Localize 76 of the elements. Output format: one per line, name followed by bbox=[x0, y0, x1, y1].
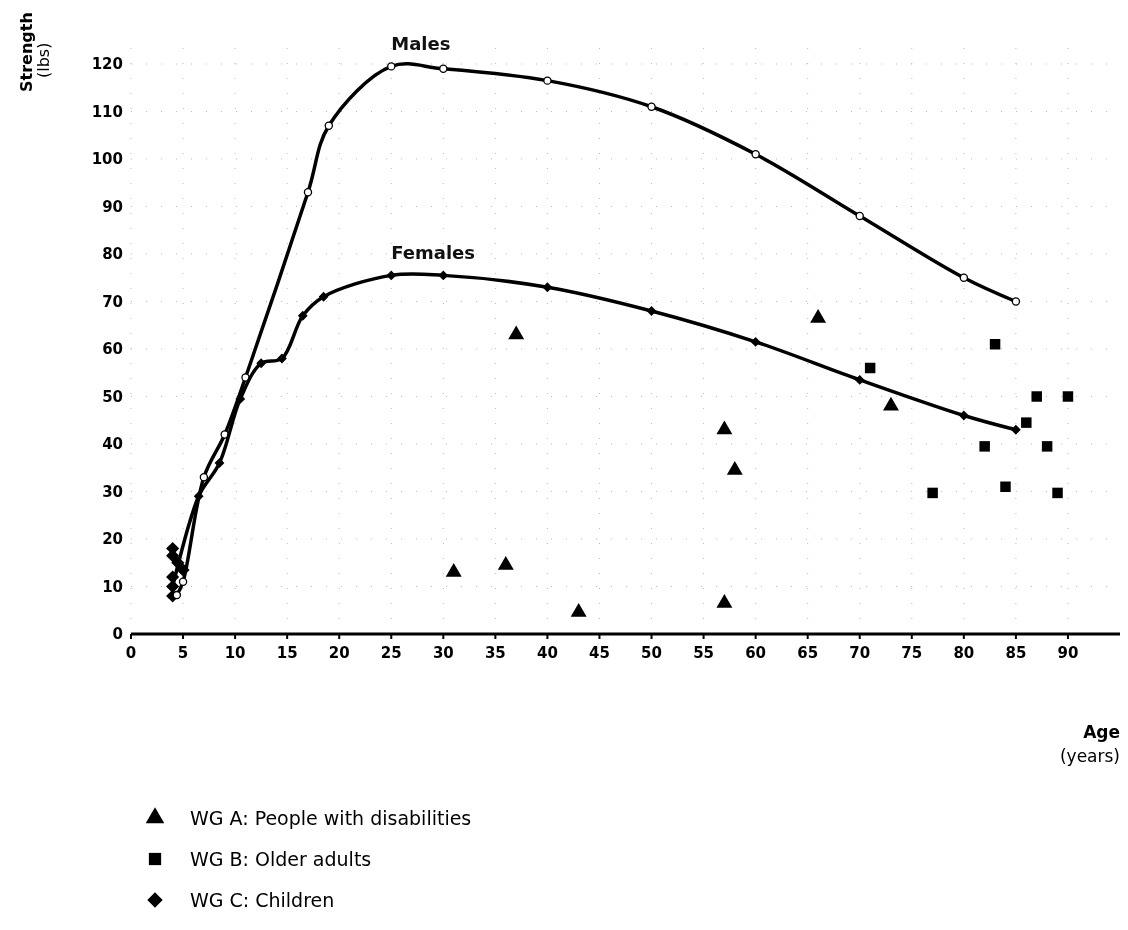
y-tick-label: 110 bbox=[91, 102, 123, 121]
point bbox=[214, 458, 225, 468]
x-tick-label: 80 bbox=[953, 644, 975, 662]
y-tick-label: 40 bbox=[102, 435, 123, 453]
x-tick-label: 40 bbox=[536, 644, 558, 662]
y-tick-label: 20 bbox=[102, 530, 123, 548]
point bbox=[542, 282, 553, 292]
series-label: Females bbox=[391, 242, 476, 264]
x-tick-label: 0 bbox=[125, 644, 137, 662]
x-tick-label: 15 bbox=[276, 644, 298, 662]
point bbox=[178, 577, 188, 586]
point bbox=[959, 273, 969, 282]
point bbox=[864, 362, 876, 374]
point bbox=[979, 441, 990, 452]
point bbox=[277, 353, 287, 364]
point bbox=[927, 487, 938, 499]
x-tick-label: 85 bbox=[1005, 644, 1027, 662]
series-label: Males bbox=[391, 33, 451, 55]
y-tick-label: 30 bbox=[102, 482, 123, 501]
y-tick-label: 100 bbox=[91, 150, 123, 168]
y-axis-title: Strength (lbs) bbox=[17, 12, 53, 92]
x-tick-label: 20 bbox=[328, 644, 350, 662]
x-tick-label: 55 bbox=[693, 644, 715, 662]
point bbox=[1052, 487, 1063, 499]
legend-label: WG B: Older adults bbox=[190, 848, 372, 870]
x-tick-label: 60 bbox=[745, 644, 767, 662]
point bbox=[1062, 391, 1074, 402]
point bbox=[543, 76, 552, 85]
y-tick-label: 10 bbox=[102, 577, 123, 596]
point bbox=[959, 410, 969, 421]
x-tick-label: 70 bbox=[849, 644, 871, 662]
point bbox=[646, 306, 657, 316]
point bbox=[199, 473, 209, 482]
x-tick-label: 50 bbox=[641, 644, 662, 662]
x-tick-label: 5 bbox=[177, 644, 189, 662]
x-tick-label: 75 bbox=[901, 644, 923, 662]
y-tick-label: 0 bbox=[112, 625, 123, 643]
x-tick-label: 35 bbox=[484, 644, 506, 662]
point bbox=[989, 339, 1001, 350]
y-tick-label: 60 bbox=[102, 340, 123, 358]
point bbox=[1031, 391, 1042, 402]
point bbox=[324, 121, 334, 130]
point bbox=[1021, 417, 1032, 428]
point bbox=[439, 64, 448, 73]
point bbox=[303, 188, 313, 197]
point bbox=[318, 292, 329, 302]
x-tick-label: 45 bbox=[589, 644, 610, 662]
point bbox=[298, 311, 308, 321]
y-tick-label: 120 bbox=[91, 55, 123, 73]
point bbox=[855, 211, 864, 221]
point bbox=[751, 337, 761, 347]
point bbox=[438, 270, 448, 280]
x-tick-label: 30 bbox=[432, 644, 454, 662]
point bbox=[1041, 441, 1053, 452]
legend-label: WG A: People with disabilities bbox=[190, 807, 472, 829]
y-tick-label: 80 bbox=[102, 245, 123, 263]
point bbox=[751, 150, 760, 159]
point bbox=[1011, 425, 1021, 435]
y-tick-label: 70 bbox=[102, 292, 123, 311]
y-tick-label: 90 bbox=[102, 197, 123, 216]
point bbox=[194, 491, 204, 501]
y-tick-label: 50 bbox=[102, 387, 123, 406]
point bbox=[387, 62, 396, 71]
point bbox=[386, 270, 396, 280]
point bbox=[855, 375, 865, 385]
point bbox=[172, 590, 182, 600]
point bbox=[256, 358, 266, 368]
x-tick-label: 65 bbox=[797, 644, 819, 662]
x-tick-label: 25 bbox=[380, 644, 402, 662]
point bbox=[1011, 297, 1021, 306]
legend-label: WG C: Children bbox=[190, 889, 335, 911]
x-tick-label: 10 bbox=[224, 644, 246, 662]
point bbox=[1000, 481, 1011, 492]
point bbox=[647, 102, 656, 111]
x-axis-title: Age (years) bbox=[1059, 722, 1120, 766]
x-tick-label: 90 bbox=[1057, 644, 1079, 662]
